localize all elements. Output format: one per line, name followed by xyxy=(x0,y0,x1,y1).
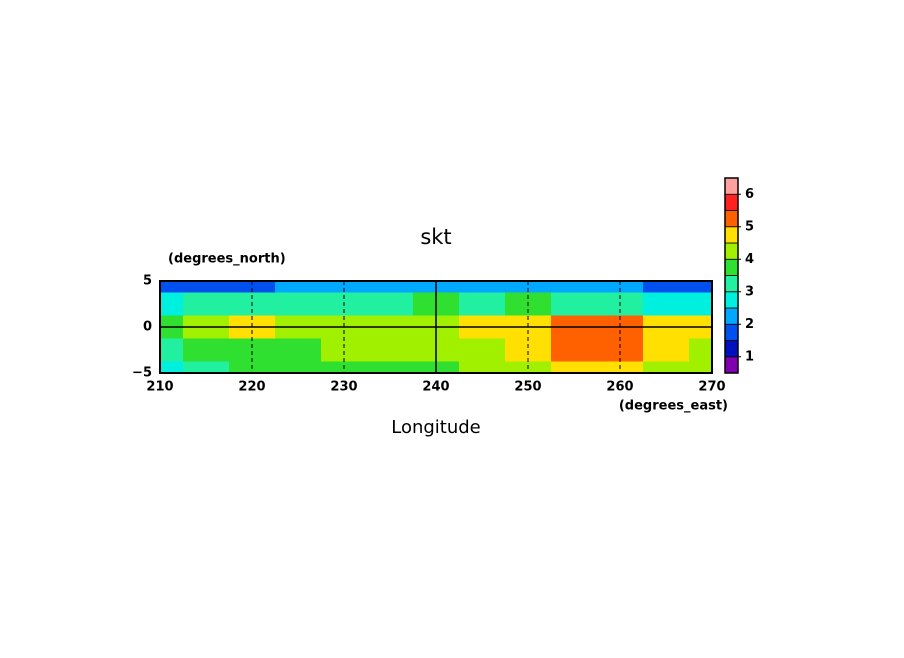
contour-cell xyxy=(229,338,276,362)
contour-cell xyxy=(551,292,598,316)
contour-cell xyxy=(367,361,414,374)
contour-cell xyxy=(321,338,368,362)
chart-title: skt xyxy=(420,225,451,249)
contour-cell xyxy=(505,281,552,293)
contour-cell xyxy=(183,361,230,374)
colorbar-box xyxy=(724,177,739,195)
colorbar-label: 5 xyxy=(745,219,754,234)
colorbar-box xyxy=(724,307,739,325)
contour-cell xyxy=(367,292,414,316)
colorbar-label: 1 xyxy=(745,349,754,364)
contour-cell xyxy=(275,281,322,293)
colorbar-box xyxy=(724,323,739,341)
x-tick-label: 210 xyxy=(146,380,173,395)
y-tick-label: 0 xyxy=(143,320,152,335)
contour-cell xyxy=(367,281,414,293)
colorbar-box xyxy=(724,210,739,228)
colorbar-box xyxy=(724,226,739,244)
plot-frame xyxy=(159,280,713,374)
contour-cell xyxy=(643,338,690,362)
contour-cell xyxy=(459,361,506,374)
contour-cell xyxy=(160,292,184,316)
y-units: (degrees_north) xyxy=(168,252,286,267)
contour-cell xyxy=(643,281,690,293)
contour-cell xyxy=(459,338,506,362)
colorbar-box xyxy=(724,291,739,309)
colorbar-box xyxy=(724,356,739,374)
contour-cell xyxy=(551,361,598,374)
colorbar-label: 6 xyxy=(745,187,754,202)
contour-cell xyxy=(505,338,552,362)
contour-cell xyxy=(275,361,322,374)
contour-cell xyxy=(229,281,276,293)
contour-cell xyxy=(459,292,506,316)
contour-cell xyxy=(183,292,230,316)
colorbar-box xyxy=(724,193,739,211)
contour-cell xyxy=(275,292,322,316)
contour-cell xyxy=(643,292,690,316)
contour-cell xyxy=(597,338,644,362)
contour-cell xyxy=(183,338,230,362)
contour-cell xyxy=(160,338,184,362)
contour-cell xyxy=(459,281,506,293)
x-tick-label: 230 xyxy=(330,380,357,395)
x-axis-label: Longitude xyxy=(391,417,481,438)
contour-cell xyxy=(160,281,184,293)
contour-cell xyxy=(551,338,598,362)
contour-cell xyxy=(367,338,414,362)
colorbar-box xyxy=(724,275,739,293)
colorbar-frame xyxy=(724,177,739,374)
contour-cell xyxy=(689,281,713,293)
y-tick-label: −5 xyxy=(132,366,152,381)
colorbar-box xyxy=(724,340,739,358)
colorbar-label: 2 xyxy=(745,317,754,332)
x-tick-label: 240 xyxy=(422,380,449,395)
contour-cell xyxy=(689,292,713,316)
colorbar-label: 4 xyxy=(745,252,754,267)
x-tick-label: 270 xyxy=(698,380,725,395)
contour-cell xyxy=(321,281,368,293)
x-tick-label: 220 xyxy=(238,380,265,395)
contour-cell xyxy=(689,338,713,362)
contour-cell xyxy=(643,361,690,374)
colorbar-box xyxy=(724,258,739,276)
y-tick-label: 5 xyxy=(143,274,152,289)
x-tick-label: 250 xyxy=(514,380,541,395)
x-tick-label: 260 xyxy=(606,380,633,395)
contour-cell xyxy=(275,338,322,362)
contour-cell xyxy=(597,281,644,293)
colorbar-box xyxy=(724,242,739,260)
contour-cell xyxy=(160,361,184,374)
x-units: (degrees_east) xyxy=(619,399,728,414)
contour-cell xyxy=(689,361,713,374)
colorbar-label: 3 xyxy=(745,284,754,299)
contour-cell xyxy=(183,281,230,293)
contour-cell xyxy=(551,281,598,293)
